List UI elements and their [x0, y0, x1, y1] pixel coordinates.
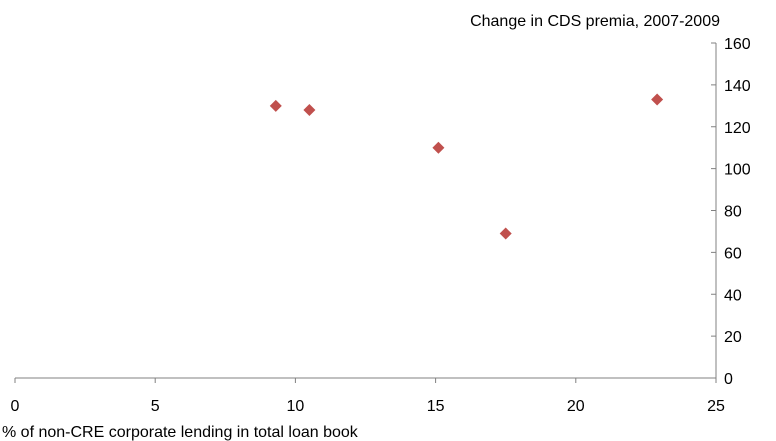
scatter-point [499, 227, 512, 240]
x-tick-label: 20 [567, 398, 585, 415]
y-tick-label: 140 [724, 78, 751, 95]
y-tick-label: 160 [724, 36, 751, 53]
x-tick-label: 0 [11, 398, 20, 415]
scatter-point [303, 104, 316, 116]
y-tick-label: 60 [724, 245, 742, 262]
y-tick-label: 100 [724, 162, 751, 179]
scatter-point [651, 93, 664, 106]
x-axis-title: % of non-CRE corporate lending in total … [2, 424, 359, 441]
x-tick-label: 5 [151, 398, 160, 415]
data-points [269, 93, 664, 240]
x-tick-label: 15 [427, 398, 445, 415]
y-tick-label: 120 [724, 120, 751, 137]
y-tick-label: 80 [724, 204, 742, 221]
y-tick-label: 0 [724, 371, 733, 388]
y-tick-label: 40 [724, 287, 742, 304]
x-ticks: 0 5 10 15 20 25 [11, 378, 725, 415]
scatter-point [269, 99, 282, 112]
x-tick-label: 10 [287, 398, 305, 415]
y-tick-label: 20 [724, 329, 742, 346]
y-ticks: 0 20 40 60 80 100 120 140 160 [711, 36, 751, 388]
y-axis-title: Change in CDS premia, 2007-2009 [470, 13, 720, 30]
scatter-point [432, 141, 445, 154]
x-tick-label: 25 [707, 398, 725, 415]
